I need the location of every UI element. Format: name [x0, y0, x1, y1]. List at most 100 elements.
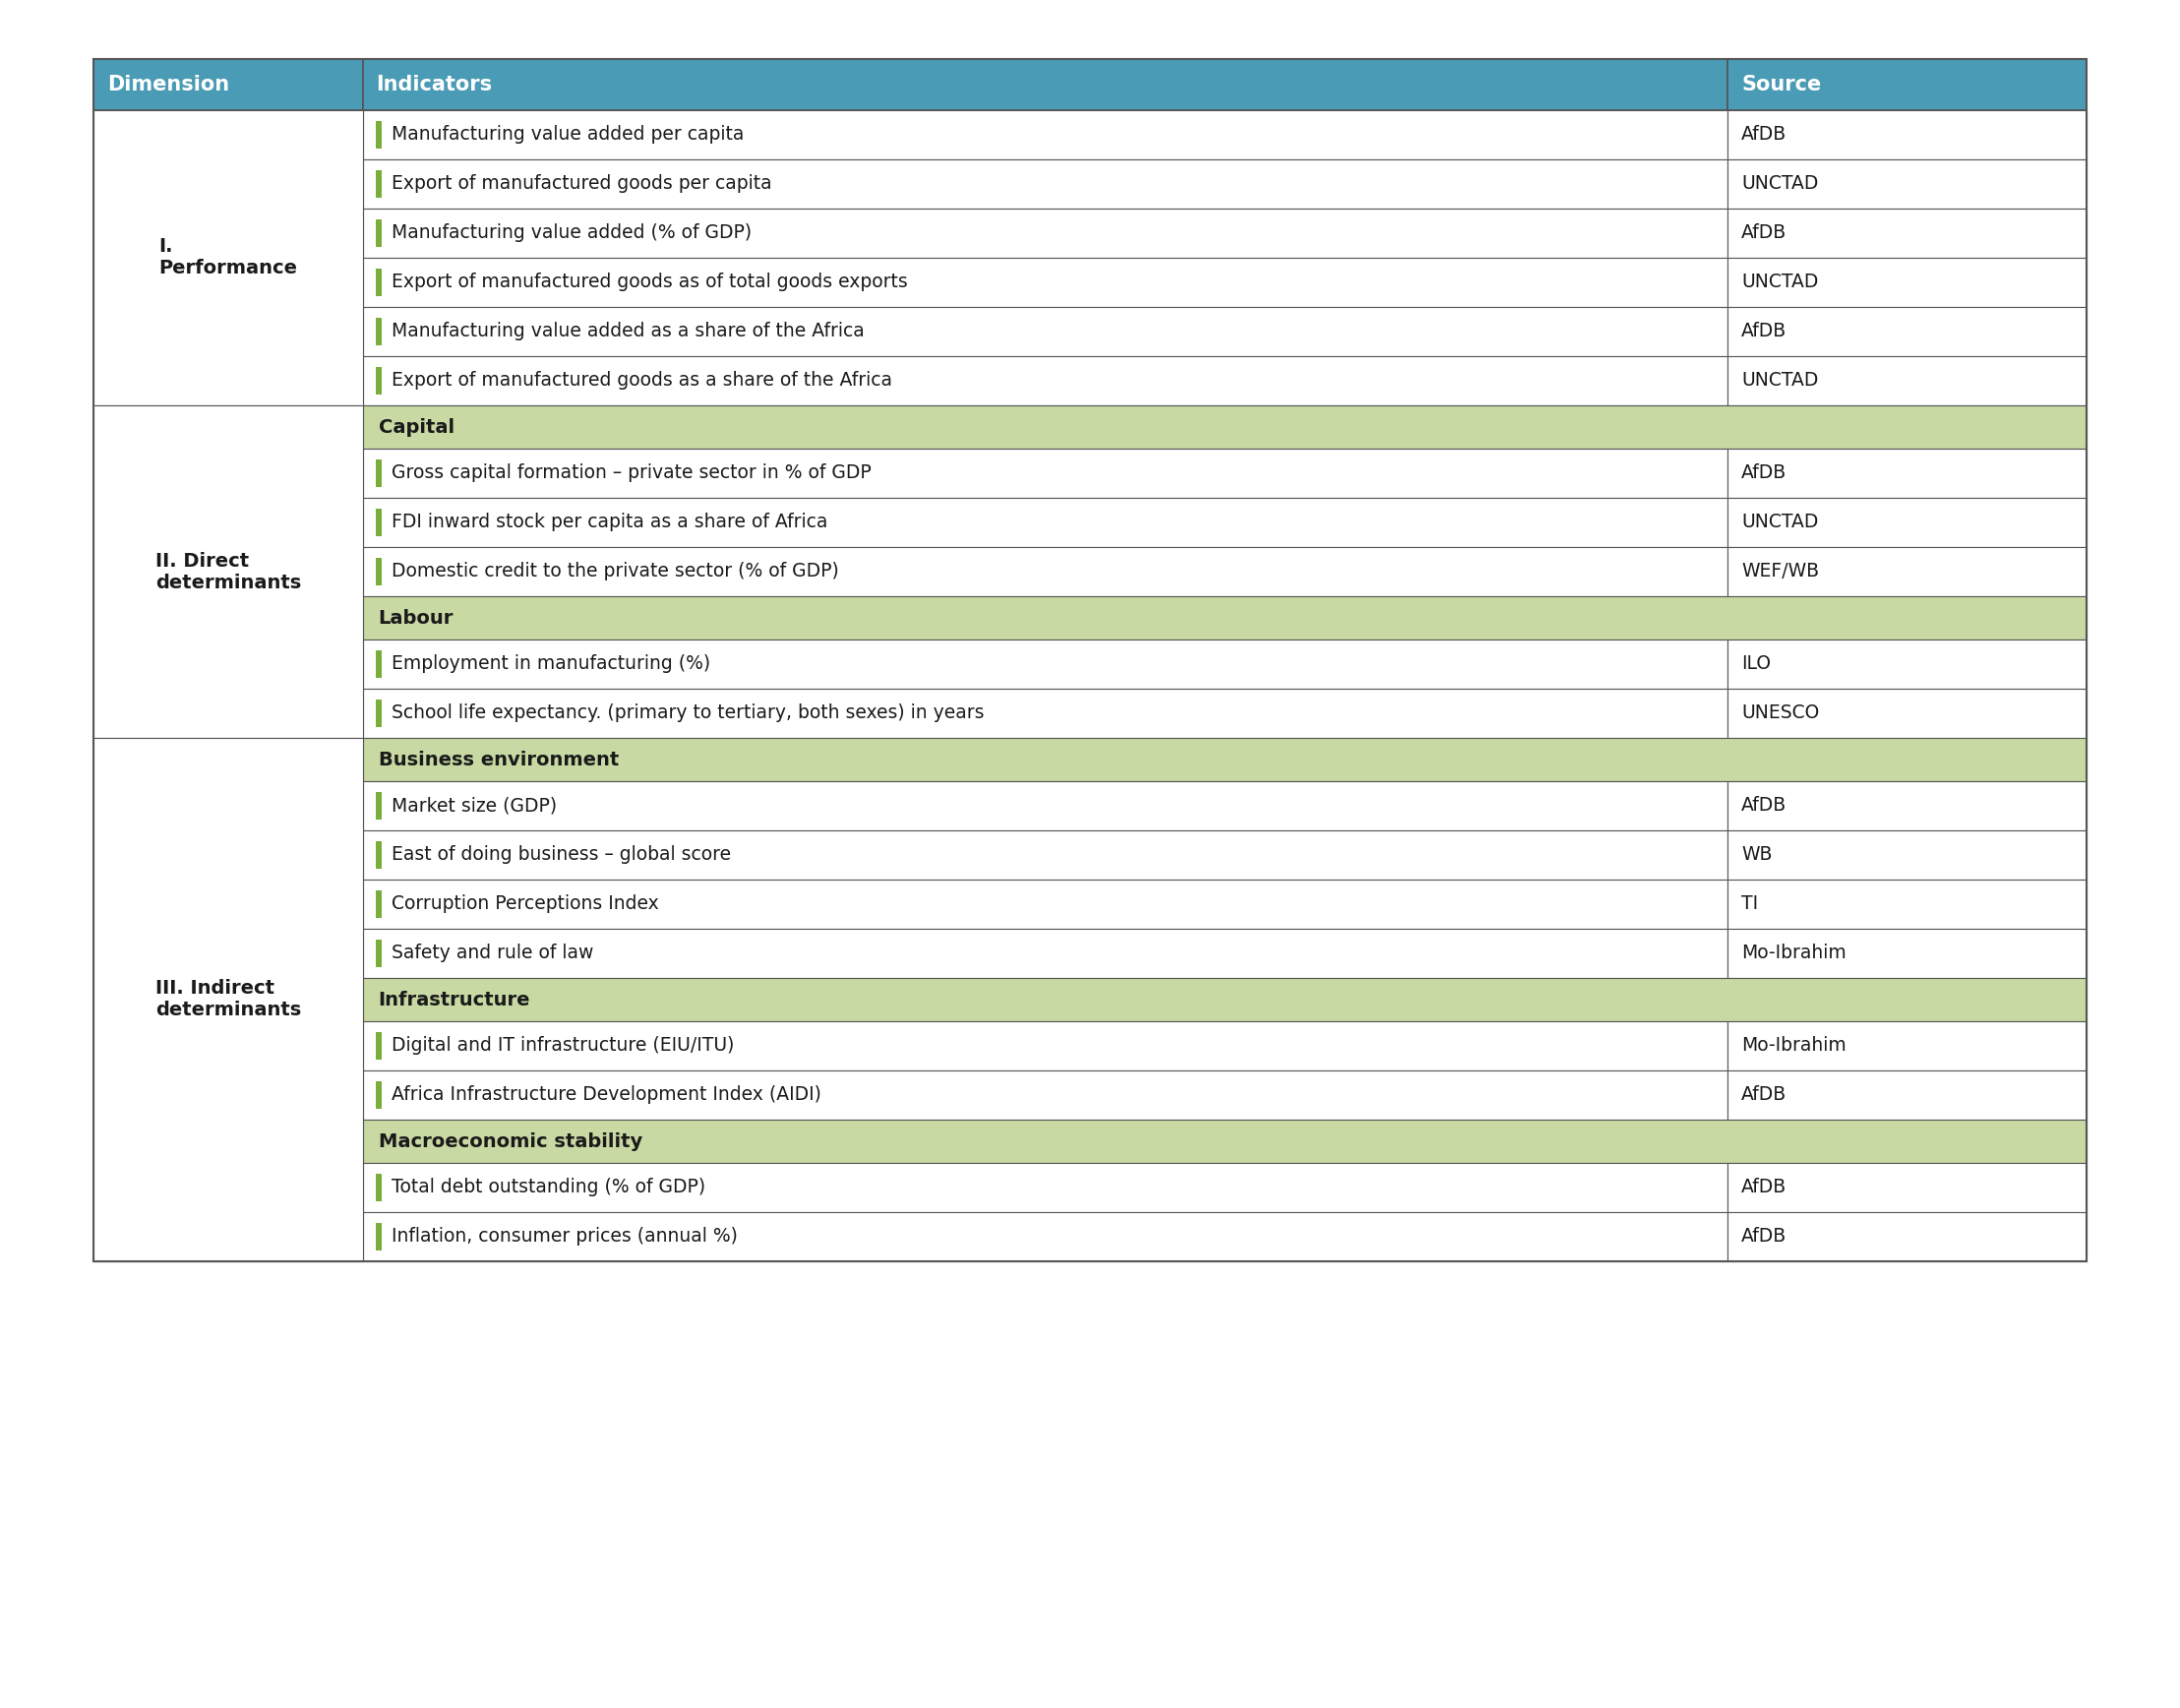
Text: Macroeconomic stability: Macroeconomic stability: [379, 1132, 643, 1151]
Text: UNCTAD: UNCTAD: [1742, 371, 1818, 389]
Bar: [375, 651, 382, 678]
Bar: [1729, 111, 2086, 159]
Bar: [1729, 1213, 2086, 1261]
Bar: [94, 208, 362, 258]
Bar: [362, 1021, 1729, 1071]
Text: Source: Source: [1742, 75, 1822, 94]
Bar: [94, 60, 2086, 1261]
Text: Export of manufactured goods as a share of the Africa: Export of manufactured goods as a share …: [390, 371, 892, 389]
Text: Manufacturing value added per capita: Manufacturing value added per capita: [390, 125, 743, 143]
Bar: [1729, 830, 2086, 880]
Text: II. Direct
determinants: II. Direct determinants: [155, 552, 301, 591]
Bar: [94, 830, 362, 880]
Bar: [94, 880, 362, 929]
Bar: [362, 60, 1729, 111]
Bar: [362, 880, 1729, 929]
Text: AfDB: AfDB: [1742, 796, 1788, 815]
Bar: [94, 1120, 362, 1163]
Bar: [362, 547, 1729, 596]
Text: Inflation, consumer prices (annual %): Inflation, consumer prices (annual %): [390, 1228, 737, 1247]
Bar: [362, 1120, 2086, 1163]
Bar: [362, 781, 1729, 830]
Bar: [362, 258, 1729, 307]
Text: Africa Infrastructure Development Index (AIDI): Africa Infrastructure Development Index …: [390, 1086, 822, 1105]
Text: AfDB: AfDB: [1742, 1228, 1788, 1247]
Bar: [94, 547, 362, 596]
Text: Employment in manufacturing (%): Employment in manufacturing (%): [390, 654, 711, 673]
Bar: [1729, 929, 2086, 979]
Bar: [362, 307, 1729, 357]
Text: AfDB: AfDB: [1742, 465, 1788, 483]
Bar: [362, 688, 1729, 738]
Bar: [362, 1213, 1729, 1261]
Bar: [94, 307, 362, 357]
Bar: [94, 781, 362, 830]
Bar: [94, 111, 362, 405]
Text: Export of manufactured goods per capita: Export of manufactured goods per capita: [390, 174, 772, 193]
Bar: [94, 159, 362, 208]
Bar: [362, 596, 2086, 639]
Bar: [94, 497, 362, 547]
Bar: [1729, 639, 2086, 688]
Text: AfDB: AfDB: [1742, 1179, 1788, 1197]
Bar: [1729, 688, 2086, 738]
Text: Digital and IT infrastructure (EIU/ITU): Digital and IT infrastructure (EIU/ITU): [390, 1037, 735, 1056]
Bar: [1729, 547, 2086, 596]
Text: Capital: Capital: [379, 418, 453, 436]
Bar: [362, 929, 1729, 979]
Bar: [375, 318, 382, 345]
Text: WB: WB: [1742, 845, 1772, 864]
Text: Gross capital formation – private sector in % of GDP: Gross capital formation – private sector…: [390, 465, 870, 483]
Text: FDI inward stock per capita as a share of Africa: FDI inward stock per capita as a share o…: [390, 512, 826, 531]
Text: Business environment: Business environment: [379, 750, 619, 769]
Text: WEF/WB: WEF/WB: [1742, 562, 1820, 581]
Text: AfDB: AfDB: [1742, 125, 1788, 143]
Bar: [362, 497, 1729, 547]
Bar: [1729, 208, 2086, 258]
Bar: [94, 258, 362, 307]
Bar: [94, 60, 362, 111]
Bar: [94, 738, 362, 781]
Bar: [94, 738, 362, 1261]
Text: Safety and rule of law: Safety and rule of law: [390, 945, 593, 963]
Bar: [1729, 307, 2086, 357]
Bar: [362, 159, 1729, 208]
Bar: [362, 639, 1729, 688]
Text: Domestic credit to the private sector (% of GDP): Domestic credit to the private sector (%…: [390, 562, 839, 581]
Bar: [362, 738, 2086, 781]
Bar: [375, 367, 382, 395]
Bar: [1729, 449, 2086, 497]
Bar: [362, 357, 1729, 405]
Bar: [94, 979, 362, 1021]
Bar: [375, 509, 382, 536]
Bar: [375, 559, 382, 586]
Bar: [375, 171, 382, 198]
Bar: [375, 220, 382, 246]
Bar: [362, 830, 1729, 880]
Bar: [362, 1071, 1729, 1120]
Bar: [1729, 880, 2086, 929]
Text: AfDB: AfDB: [1742, 224, 1788, 243]
Text: UNCTAD: UNCTAD: [1742, 174, 1818, 193]
Bar: [1729, 258, 2086, 307]
Bar: [375, 1081, 382, 1108]
Bar: [94, 449, 362, 497]
Text: III. Indirect
determinants: III. Indirect determinants: [155, 979, 301, 1020]
Text: ILO: ILO: [1742, 654, 1770, 673]
Bar: [94, 639, 362, 688]
Text: East of doing business – global score: East of doing business – global score: [390, 845, 730, 864]
Text: Manufacturing value added (% of GDP): Manufacturing value added (% of GDP): [390, 224, 752, 243]
Bar: [94, 111, 362, 159]
Bar: [375, 793, 382, 820]
Text: I.
Performance: I. Performance: [159, 237, 296, 278]
Text: AfDB: AfDB: [1742, 323, 1788, 342]
Bar: [1729, 497, 2086, 547]
Bar: [94, 405, 362, 738]
Text: TI: TI: [1742, 895, 1759, 914]
Bar: [94, 405, 362, 449]
Text: Export of manufactured goods as of total goods exports: Export of manufactured goods as of total…: [390, 273, 907, 292]
Bar: [362, 979, 2086, 1021]
Bar: [94, 688, 362, 738]
Bar: [375, 1223, 382, 1250]
Text: UNCTAD: UNCTAD: [1742, 512, 1818, 531]
